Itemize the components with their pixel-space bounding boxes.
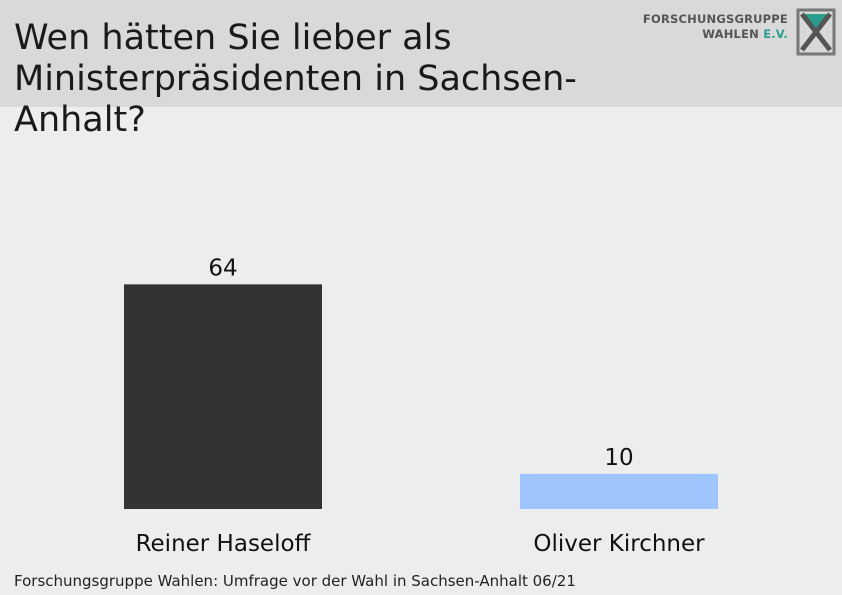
data-label-1: 64: [208, 255, 237, 281]
bar-chart: 64 Reiner Haseloff 10 Oliver Kirchner: [124, 255, 718, 557]
logo-line-2-main: WAHLEN: [702, 27, 759, 41]
logo-x-icon: [796, 8, 836, 56]
logo-line-2-accent: E.V.: [763, 27, 788, 41]
bar-1: [124, 284, 322, 509]
data-label-2: 10: [604, 445, 633, 471]
logo: FORSCHUNGSGRUPPE WAHLEN E.V.: [640, 6, 836, 58]
header-bar: Wen hätten Sie lieber als Ministerpräsid…: [0, 0, 842, 140]
logo-text: FORSCHUNGSGRUPPE WAHLEN E.V.: [643, 12, 788, 42]
logo-line-2: WAHLEN E.V.: [643, 27, 788, 42]
bar-2: [520, 473, 718, 509]
source-note: Forschungsgruppe Wahlen: Umfrage vor der…: [14, 572, 576, 590]
logo-line-1: FORSCHUNGSGRUPPE: [642, 12, 788, 26]
category-label-2: Oliver Kirchner: [533, 531, 705, 557]
chart-title: Wen hätten Sie lieber als Ministerpräsid…: [14, 18, 577, 140]
category-label-1: Reiner Haseloff: [136, 531, 312, 557]
